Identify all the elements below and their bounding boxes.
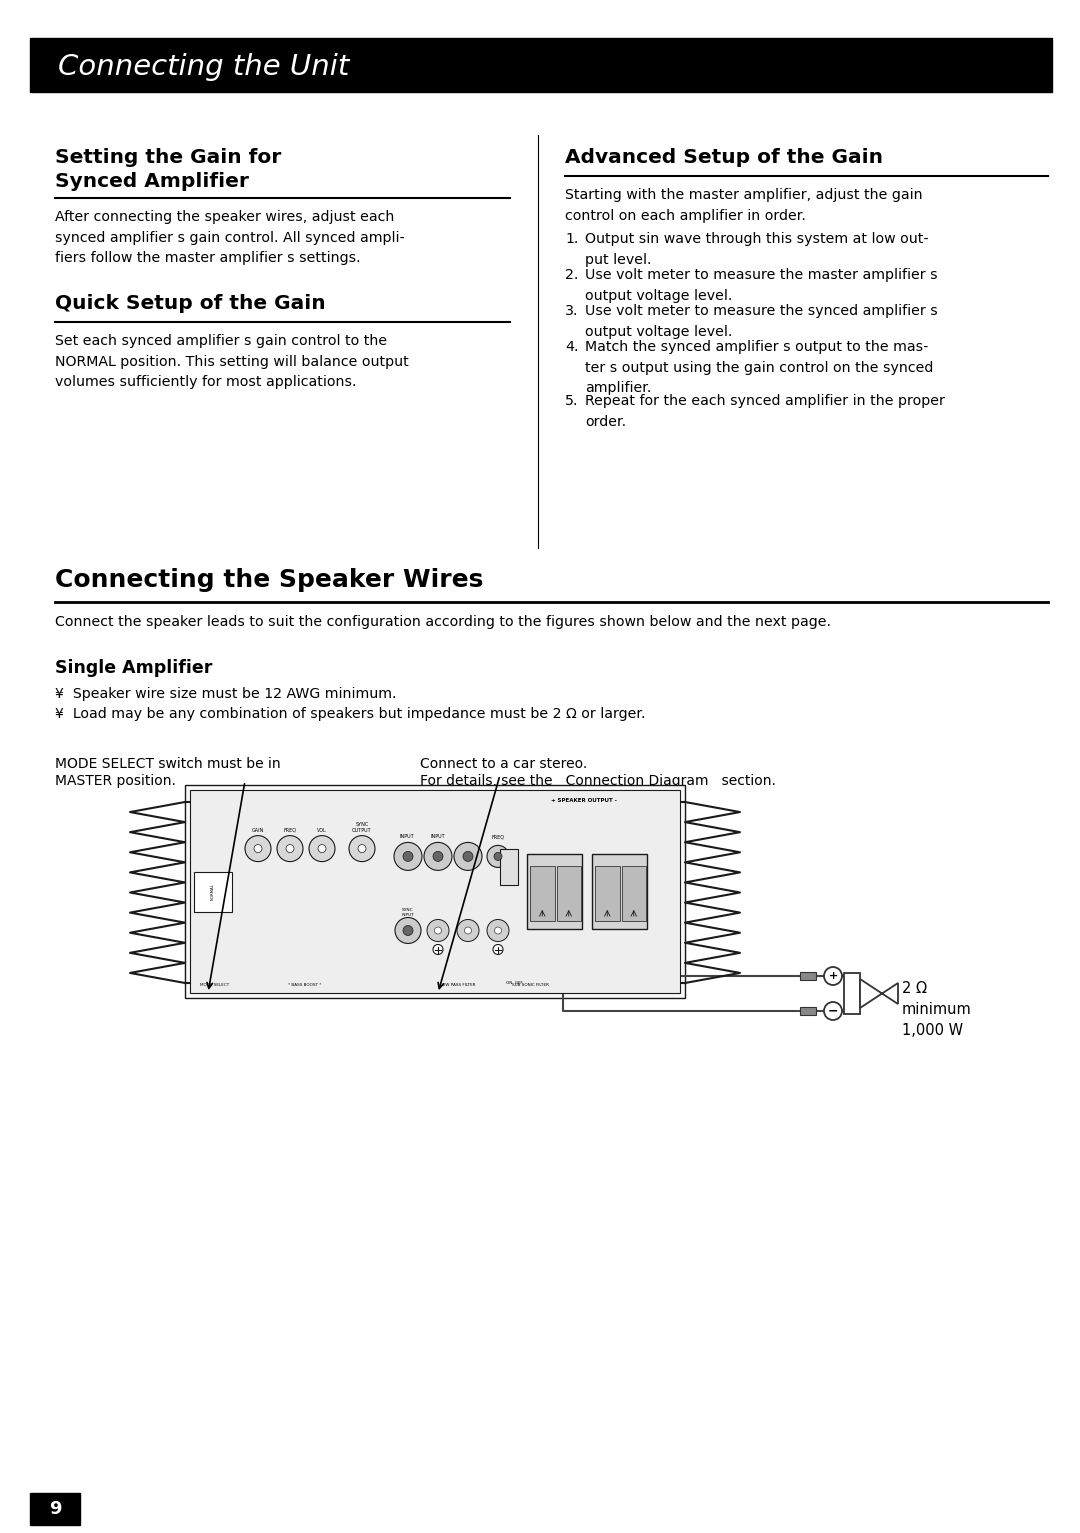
Text: Setting the Gain for: Setting the Gain for xyxy=(55,149,281,167)
Text: + SPEAKER OUTPUT -: + SPEAKER OUTPUT - xyxy=(551,799,617,803)
Text: 5.: 5. xyxy=(565,394,579,408)
Text: SYNC
OUTPUT: SYNC OUTPUT xyxy=(352,822,372,832)
Circle shape xyxy=(433,851,443,862)
Bar xyxy=(530,866,554,921)
Bar xyxy=(194,871,232,912)
Bar xyxy=(185,785,685,998)
Circle shape xyxy=(454,843,482,871)
Text: FREQ: FREQ xyxy=(283,828,297,832)
Text: GAIN: GAIN xyxy=(252,828,265,832)
Text: ¥  Load may be any combination of speakers but impedance must be 2 Ω or larger.: ¥ Load may be any combination of speaker… xyxy=(55,707,646,721)
FancyBboxPatch shape xyxy=(268,800,337,826)
Text: Synced Amplifier: Synced Amplifier xyxy=(55,172,248,192)
Text: Single Amplifier: Single Amplifier xyxy=(55,659,213,678)
Text: Use volt meter to measure the master amplifier s
output voltage level.: Use volt meter to measure the master amp… xyxy=(585,268,937,302)
Circle shape xyxy=(824,967,842,986)
Bar xyxy=(190,789,680,993)
Circle shape xyxy=(494,852,502,860)
Circle shape xyxy=(427,920,449,941)
Text: FREQ: FREQ xyxy=(491,834,504,840)
Text: MASTER position.: MASTER position. xyxy=(55,774,176,788)
Text: +: + xyxy=(828,970,838,981)
Circle shape xyxy=(495,927,501,934)
Circle shape xyxy=(487,920,509,941)
Text: * BASS BOOST *: * BASS BOOST * xyxy=(288,983,322,987)
Text: ON  OFF: ON OFF xyxy=(505,981,523,986)
Circle shape xyxy=(463,851,473,862)
Bar xyxy=(556,866,581,921)
Circle shape xyxy=(487,845,509,868)
Text: Advanced Setup of the Gain: Advanced Setup of the Gain xyxy=(565,149,883,167)
Text: 3.: 3. xyxy=(565,304,579,317)
Text: 1.: 1. xyxy=(565,231,579,245)
Bar xyxy=(595,866,620,921)
Text: Quick Setup of the Gain: Quick Setup of the Gain xyxy=(55,294,326,313)
Circle shape xyxy=(424,843,453,871)
Text: 9: 9 xyxy=(49,1499,62,1518)
Text: Connect to a car stereo.: Connect to a car stereo. xyxy=(420,757,588,771)
Circle shape xyxy=(464,927,472,934)
Circle shape xyxy=(357,845,366,852)
Circle shape xyxy=(349,835,375,862)
Bar xyxy=(800,972,816,980)
Text: Connecting the Unit: Connecting the Unit xyxy=(58,54,349,81)
Text: SUB SONIC FILTER: SUB SONIC FILTER xyxy=(512,983,549,987)
Circle shape xyxy=(403,851,413,862)
Text: Connect the speaker leads to suit the configuration according to the figures sho: Connect the speaker leads to suit the co… xyxy=(55,615,831,629)
Bar xyxy=(592,854,647,929)
FancyBboxPatch shape xyxy=(388,800,457,826)
Bar xyxy=(30,38,1052,92)
Text: 2.: 2. xyxy=(565,268,579,282)
Text: After connecting the speaker wires, adjust each
synced amplifier s gain control.: After connecting the speaker wires, adju… xyxy=(55,210,405,265)
Text: ¥  Speaker wire size must be 12 AWG minimum.: ¥ Speaker wire size must be 12 AWG minim… xyxy=(55,687,396,701)
Bar xyxy=(800,1007,816,1015)
Circle shape xyxy=(395,917,421,943)
Circle shape xyxy=(457,920,480,941)
Circle shape xyxy=(318,845,326,852)
Text: 2 Ω
minimum
1,000 W: 2 Ω minimum 1,000 W xyxy=(902,981,972,1038)
Text: Connecting the Speaker Wires: Connecting the Speaker Wires xyxy=(55,569,484,592)
Polygon shape xyxy=(860,980,897,1009)
Bar xyxy=(843,973,860,1013)
FancyBboxPatch shape xyxy=(508,800,577,826)
Circle shape xyxy=(403,926,413,935)
Circle shape xyxy=(254,845,262,852)
Circle shape xyxy=(276,835,303,862)
Text: INPUT: INPUT xyxy=(431,834,445,840)
Circle shape xyxy=(394,843,422,871)
Text: VOL: VOL xyxy=(318,828,327,832)
Bar xyxy=(30,1493,80,1525)
Text: Starting with the master amplifier, adjust the gain
control on each amplifier in: Starting with the master amplifier, adju… xyxy=(565,189,922,222)
Text: SYNC
INPUT: SYNC INPUT xyxy=(402,908,415,917)
Circle shape xyxy=(433,944,443,955)
Circle shape xyxy=(824,1003,842,1019)
Bar xyxy=(527,854,582,929)
Text: INPUT: INPUT xyxy=(400,834,415,840)
Text: Use volt meter to measure the synced amplifier s
output voltage level.: Use volt meter to measure the synced amp… xyxy=(585,304,937,339)
Text: MODE SELECT switch must be in: MODE SELECT switch must be in xyxy=(55,757,281,771)
Text: Output sin wave through this system at low out-
put level.: Output sin wave through this system at l… xyxy=(585,231,929,267)
Circle shape xyxy=(492,944,503,955)
Text: LOW PASS FILTER: LOW PASS FILTER xyxy=(441,983,476,987)
Text: Repeat for the each synced amplifier in the proper
order.: Repeat for the each synced amplifier in … xyxy=(585,394,945,429)
Text: MODE SELECT: MODE SELECT xyxy=(201,983,230,987)
Circle shape xyxy=(245,835,271,862)
Text: 4.: 4. xyxy=(565,340,579,354)
Circle shape xyxy=(309,835,335,862)
Circle shape xyxy=(286,845,294,852)
Text: −: − xyxy=(827,1004,838,1018)
Text: NORMAL: NORMAL xyxy=(211,883,215,900)
Bar xyxy=(500,849,518,885)
Text: For details, see the   Connection Diagram   section.: For details, see the Connection Diagram … xyxy=(420,774,775,788)
Bar xyxy=(621,866,646,921)
Text: Match the synced amplifier s output to the mas-
ter s output using the gain cont: Match the synced amplifier s output to t… xyxy=(585,340,933,396)
Circle shape xyxy=(434,927,442,934)
Text: Set each synced amplifier s gain control to the
NORMAL position. This setting wi: Set each synced amplifier s gain control… xyxy=(55,334,408,389)
